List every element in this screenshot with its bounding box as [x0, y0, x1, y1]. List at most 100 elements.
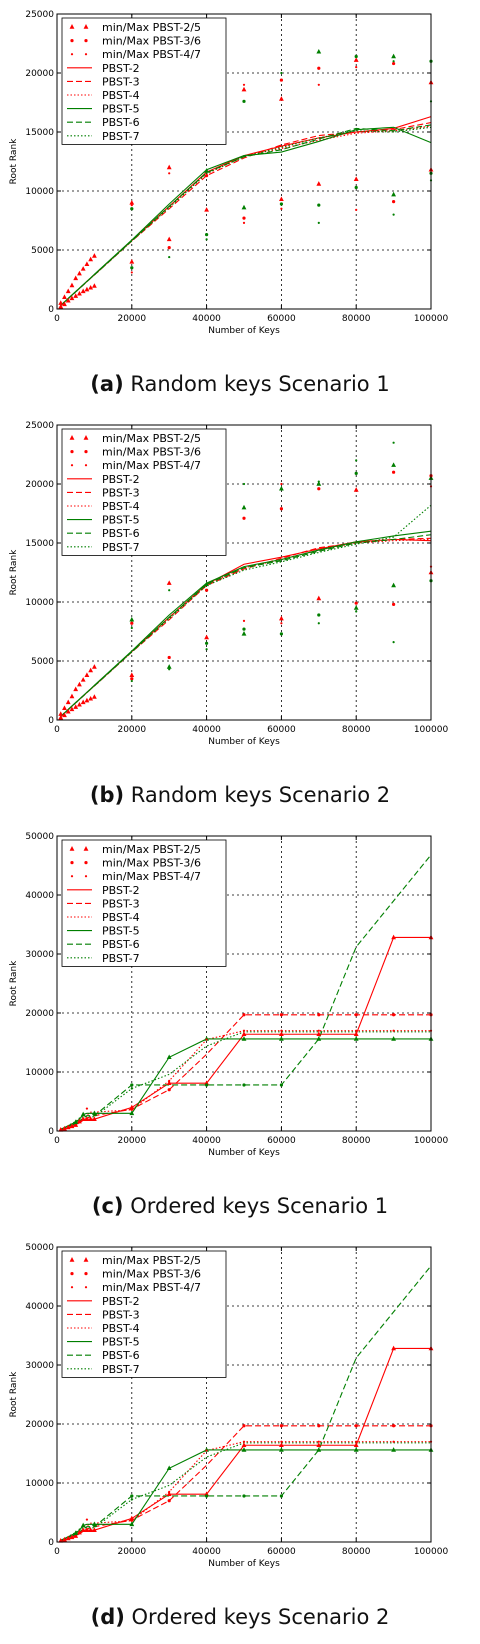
x-axis-label: Number of Keys [208, 1148, 280, 1158]
marker-min [391, 1036, 396, 1041]
marker-min [130, 1108, 133, 1111]
legend-label: PBST-6 [102, 116, 140, 129]
legend-marker [70, 53, 74, 56]
legend-marker [83, 24, 89, 29]
plot-frame [56, 835, 432, 1132]
marker-max [73, 275, 79, 281]
marker-max [130, 621, 134, 625]
marker-min [62, 1536, 67, 1542]
marker-max [316, 1442, 322, 1448]
series-line-pbst-5 [60, 530, 432, 717]
legend-label: PBST-5 [102, 925, 140, 938]
marker-min [65, 708, 71, 714]
marker-max [316, 481, 322, 486]
legend-item: min/Max PBST-3/6 [70, 1268, 201, 1281]
marker-min [130, 266, 134, 270]
marker-max [65, 288, 71, 294]
series-line-pbst-7 [60, 1442, 431, 1541]
x-tick-label: 20000 [117, 1547, 146, 1557]
marker-min [279, 202, 283, 206]
marker-max [130, 1087, 133, 1090]
y-tick-label: 50000 [25, 1243, 54, 1253]
x-tick-label: 60000 [267, 1136, 296, 1146]
series-line-pbst-6 [60, 124, 432, 306]
legend-label: PBST-6 [102, 938, 140, 951]
marker-min [92, 1116, 97, 1121]
marker-max [242, 516, 246, 520]
series-lines [60, 116, 432, 306]
legend-item: PBST-7 [67, 952, 140, 965]
chart-panel-b: 0 20000 40000 60000 80000 100000 0 5000 10000 150… [0, 411, 480, 822]
series-line-pbst-5 [60, 1038, 431, 1130]
marker-min [279, 632, 283, 636]
marker-min [80, 699, 86, 705]
marker-min [69, 1534, 75, 1540]
x-tick-label: 100000 [414, 1136, 449, 1146]
marker-min [73, 1122, 79, 1127]
legend-label: PBST-6 [102, 527, 140, 540]
marker-max [280, 71, 283, 75]
marker-max [353, 487, 359, 492]
legend-marker [84, 1272, 88, 1276]
marker-max [205, 174, 209, 178]
legend-item: PBST-2 [67, 62, 140, 75]
legend-item: min/Max PBST-2/5 [69, 21, 201, 34]
marker-min [392, 200, 396, 204]
marker-max [391, 53, 396, 59]
marker-min [355, 610, 358, 613]
marker-min [77, 1529, 82, 1535]
x-tick-label: 80000 [342, 1136, 371, 1146]
marker-max [353, 1442, 359, 1448]
legend-label: min/Max PBST-2/5 [102, 1254, 201, 1267]
marker-min [168, 255, 171, 259]
marker-max [355, 1029, 358, 1032]
series-line-pbst-3 [60, 122, 432, 306]
marker-min [242, 627, 246, 631]
legend-item: PBST-4 [67, 911, 140, 924]
legend-item: PBST-5 [67, 1336, 140, 1349]
marker-max [317, 1029, 320, 1032]
marker-max [317, 1013, 321, 1017]
legend-item: PBST-6 [67, 116, 140, 129]
marker-min [130, 271, 133, 274]
caption-text: Random keys Scenario 1 [130, 372, 390, 396]
marker-max [88, 256, 94, 262]
legend-item: min/Max PBST-3/6 [70, 857, 201, 870]
marker-min [167, 246, 171, 250]
marker-min [316, 181, 322, 186]
legend-item: min/Max PBST-2/5 [69, 1254, 201, 1267]
marker-max [392, 441, 395, 444]
marker-min [316, 1036, 322, 1041]
gridlines [57, 425, 431, 720]
marker-min [317, 622, 320, 625]
legend-item: PBST-3 [67, 75, 140, 88]
marker-min [58, 303, 64, 309]
marker-max [129, 1515, 135, 1521]
x-tick-label: 20000 [117, 314, 146, 324]
caption-text: Ordered keys Scenario 2 [131, 1605, 390, 1629]
marker-min [77, 1118, 82, 1124]
marker-max [355, 459, 358, 462]
marker-max [242, 1440, 246, 1443]
marker-max [69, 282, 75, 288]
tick-labels: 0 20000 40000 60000 80000 100000 0 5000 10000 150… [25, 10, 448, 324]
marker-max [354, 1424, 358, 1428]
marker-min [88, 695, 94, 701]
marker-max [62, 705, 67, 710]
marker-min [168, 1490, 171, 1493]
y-tick-label: 50000 [25, 832, 54, 842]
y-tick-label: 10000 [25, 1068, 54, 1078]
marker-max [392, 61, 396, 66]
chart-a: 0 20000 40000 60000 80000 100000 0 5000 10000 150… [9, 10, 448, 336]
legend-label: min/Max PBST-3/6 [102, 35, 201, 48]
marker-max [353, 1031, 359, 1037]
y-tick-label: 10000 [25, 187, 54, 197]
y-tick-label: 0 [48, 305, 54, 315]
marker-max [391, 462, 396, 467]
x-tick-label: 0 [54, 725, 60, 735]
marker-min [353, 176, 359, 181]
x-axis-label: Number of Keys [208, 1559, 280, 1569]
marker-max [80, 677, 86, 682]
marker-max [88, 667, 94, 673]
